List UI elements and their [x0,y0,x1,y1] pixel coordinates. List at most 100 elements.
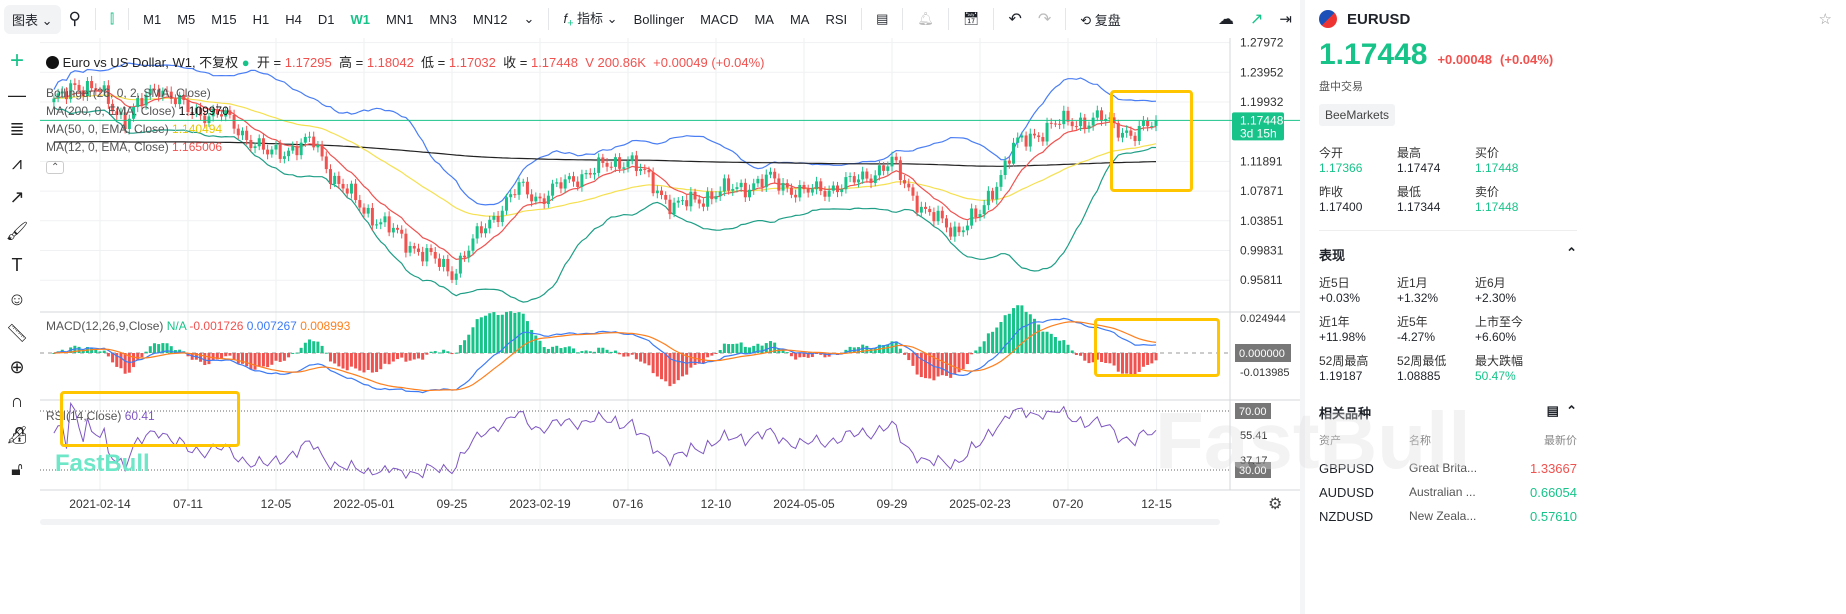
macd-histogram-bar [278,353,282,362]
collapse-chevron-icon[interactable]: ⌃ [1566,245,1577,260]
collapse-legend-button[interactable]: ⌃ [46,161,65,174]
lock-icon[interactable]: 🔓︎ [11,458,23,479]
candle-body [957,226,961,233]
share-icon[interactable]: ↗ [1250,11,1264,28]
pattern-icon[interactable]: ⩘ [11,152,23,173]
brush-icon[interactable]: 🖌︎ [5,220,29,241]
candle-body [467,250,471,258]
alert-bell-icon[interactable]: 🔔︎ [917,11,934,26]
text-icon[interactable]: T [11,254,23,275]
candle-body [496,216,500,223]
candle-body [56,93,60,99]
collapse-chevron-icon[interactable]: ⌃ [1566,403,1577,418]
candle-body [903,180,907,184]
performance-grid: 近5日 +0.03% 近1月 +1.32% 近6月 +2.30% 近1年 +11.98% 近5年… [1319,274,1846,383]
macd-histogram-bar [429,351,433,353]
candle-body [517,182,521,195]
chart-menu-button[interactable]: 图表 ⌄ [4,4,61,34]
rsi-legend[interactable]: RSI(14,Close) 60.41 [46,409,155,423]
more-timeframes-chevron-icon[interactable]: ⌄ [523,11,535,26]
bollinger-legend[interactable]: Bollinger(26, 0, 2, SMA, Close) [46,86,211,100]
timeframe-w1[interactable]: W1 [350,11,370,27]
timeframe-m15[interactable]: M15 [211,11,237,27]
settings-gear-icon[interactable]: ⚙ [1268,496,1283,513]
macd-histogram-bar [287,353,291,358]
macd-histogram-bar [592,351,596,353]
candle-body [387,216,391,233]
macd-histogram-bar [1003,315,1007,353]
macd-histogram-bar [538,340,542,353]
ma200-legend[interactable]: MA(200, 0, EMA, Close) 1.109970 [46,104,229,118]
horizontal-lines-icon[interactable]: ≣ [9,118,25,139]
timeframe-d1[interactable]: D1 [317,11,335,27]
candle-body [308,136,312,138]
divider [94,8,96,30]
ma12-legend[interactable]: MA(12, 0, EMA, Close) 1.165006 [46,140,222,154]
indicator-macd[interactable]: MACD [700,11,739,27]
indicator-ma[interactable]: MA [789,11,810,27]
cloud-sync-icon[interactable]: ☁ [1218,11,1235,28]
collapse-panel-icon[interactable]: ⇥ [1279,11,1292,28]
related-row[interactable]: GBPUSD Great Brita... 1.33667 [1319,456,1577,480]
price-chart[interactable]: 2021-02-14 07-11 12-05 2022-05-01 09-25 2023-… [0,0,1300,530]
timeframe-m5[interactable]: M5 [177,11,196,27]
highlight-box-macd [1094,318,1220,377]
calendar-icon[interactable]: 📅︎ [962,11,980,26]
redo-icon[interactable]: ↷ [1037,11,1052,28]
ruler-icon[interactable]: 📏︎ [5,322,29,343]
candle-body [85,81,89,97]
rsi-label: RSI(14,Close) [46,409,122,423]
divider [902,8,904,30]
candle-body [576,181,580,187]
timeframe-m1[interactable]: M1 [143,11,162,27]
macd-histogram-bar [743,346,747,353]
candlestick-type-icon[interactable]: ⫿ [109,11,115,26]
magnet-icon[interactable]: ∩ [10,390,24,411]
candle-body [894,156,898,161]
layout-icon[interactable]: ▤ [876,11,889,26]
indicators-button[interactable]: f+ 指标 ⌄ [563,11,618,30]
indicator-rsi[interactable]: RSI [825,11,848,27]
macd-histogram-bar [643,353,647,364]
zoom-in-icon[interactable]: ⊕ [9,356,25,377]
candle-body [739,182,743,188]
timeframe-h4[interactable]: H4 [285,11,302,27]
undo-icon[interactable]: ↶ [1008,11,1022,28]
timeframe-h1[interactable]: H1 [252,11,270,27]
candle-body [949,227,953,237]
macd-histogram-bar [572,348,576,353]
favorite-star-icon[interactable]: ☆ [1818,11,1832,28]
ma50-legend[interactable]: MA(50, 0, EMA, Close) 1.140494 [46,122,222,136]
candle-body [270,149,274,155]
arrow-icon[interactable]: ↗ [9,186,25,207]
top-toolbar: 图表 ⌄ ⚲ ⫿ M1 M5 M15 H1 H4 D1 W1 MN1 MN3 MN12 ⌄ f+ … [0,0,1300,38]
trend-line-icon[interactable]: — [8,84,26,105]
list-icon[interactable]: ▤ [1546,403,1559,418]
timeframe-mn3[interactable]: MN3 [429,11,457,27]
crosshair-icon[interactable]: + [9,47,24,74]
lock-drawing-icon[interactable]: 🔏︎ [5,424,29,445]
indicator-bollinger[interactable]: Bollinger [633,11,685,27]
macd-histogram-bar [253,353,257,370]
symbol-logo [46,56,59,69]
candle-body [60,91,64,94]
candle-body [999,175,1003,187]
ma200-value: 1.109970 [178,104,229,118]
macd-histogram-bar [672,353,676,384]
related-row[interactable]: NZDUSD New Zeala... 0.57610 [1319,504,1577,528]
replay-button[interactable]: ⟲ 复盘 [1072,10,1129,29]
macd-histogram-bar [220,353,224,359]
indicator-ma[interactable]: MA [754,11,774,27]
candle-body [190,112,194,114]
candle-body [169,91,173,99]
date-tick: 07-16 [613,497,644,511]
search-icon[interactable]: ⚲ [68,9,81,28]
macd-legend[interactable]: MACD(12,26,9,Close) N/A -0.001726 0.0072… [46,319,350,333]
related-row[interactable]: AUDUSD Australian ... 0.66054 [1319,480,1577,504]
timeframe-mn1[interactable]: MN1 [385,11,414,27]
broker-badge[interactable]: BeeMarkets [1319,104,1396,126]
timeframe-mn12[interactable]: MN12 [472,11,508,27]
horizontal-scrollbar[interactable] [40,519,1220,525]
date-tick: 2024-05-05 [773,497,835,511]
emoji-icon[interactable]: ☺ [7,288,27,309]
